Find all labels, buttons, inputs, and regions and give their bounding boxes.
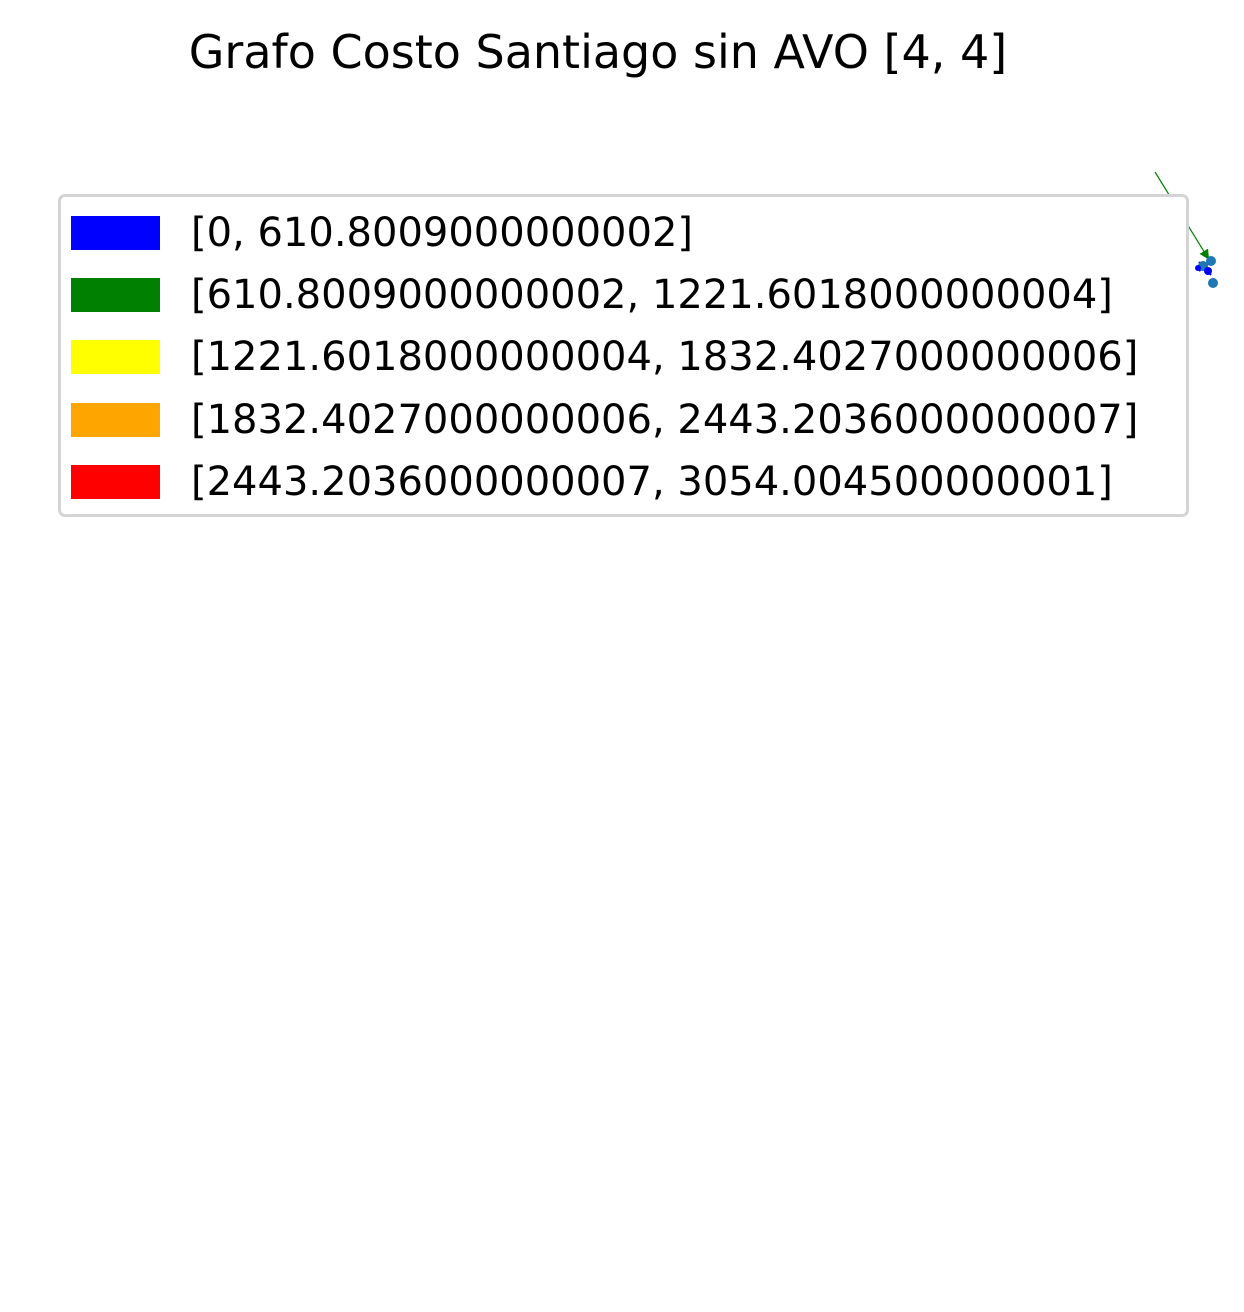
legend-swatch — [71, 278, 160, 312]
legend-swatch — [71, 465, 160, 499]
legend-swatch — [71, 216, 160, 250]
graph-node — [1204, 267, 1212, 275]
legend-swatch — [71, 340, 160, 374]
legend-label: [1832.4027000000006, 2443.2036000000007] — [191, 397, 1139, 443]
legend-item: [1221.6018000000004, 1832.4027000000006] — [71, 331, 1181, 383]
graph-node — [1195, 265, 1201, 271]
legend-item: [2443.2036000000007, 3054.004500000001] — [71, 456, 1181, 508]
chart-title: Grafo Costo Santiago sin AVO [4, 4] — [188, 25, 1008, 79]
graph-node — [1206, 256, 1216, 266]
legend: [0, 610.8009000000002] [610.800900000000… — [58, 194, 1189, 517]
legend-item: [610.8009000000002, 1221.6018000000004] — [71, 269, 1181, 321]
legend-item: [0, 610.8009000000002] — [71, 207, 1181, 259]
legend-item: [1832.4027000000006, 2443.2036000000007] — [71, 394, 1181, 446]
legend-label: [2443.2036000000007, 3054.004500000001] — [191, 459, 1113, 505]
legend-label: [610.8009000000002, 1221.6018000000004] — [191, 272, 1113, 318]
legend-label: [1221.6018000000004, 1832.4027000000006] — [191, 334, 1139, 380]
graph-node — [1208, 278, 1218, 288]
legend-swatch — [71, 403, 160, 437]
legend-label: [0, 610.8009000000002] — [191, 210, 693, 256]
